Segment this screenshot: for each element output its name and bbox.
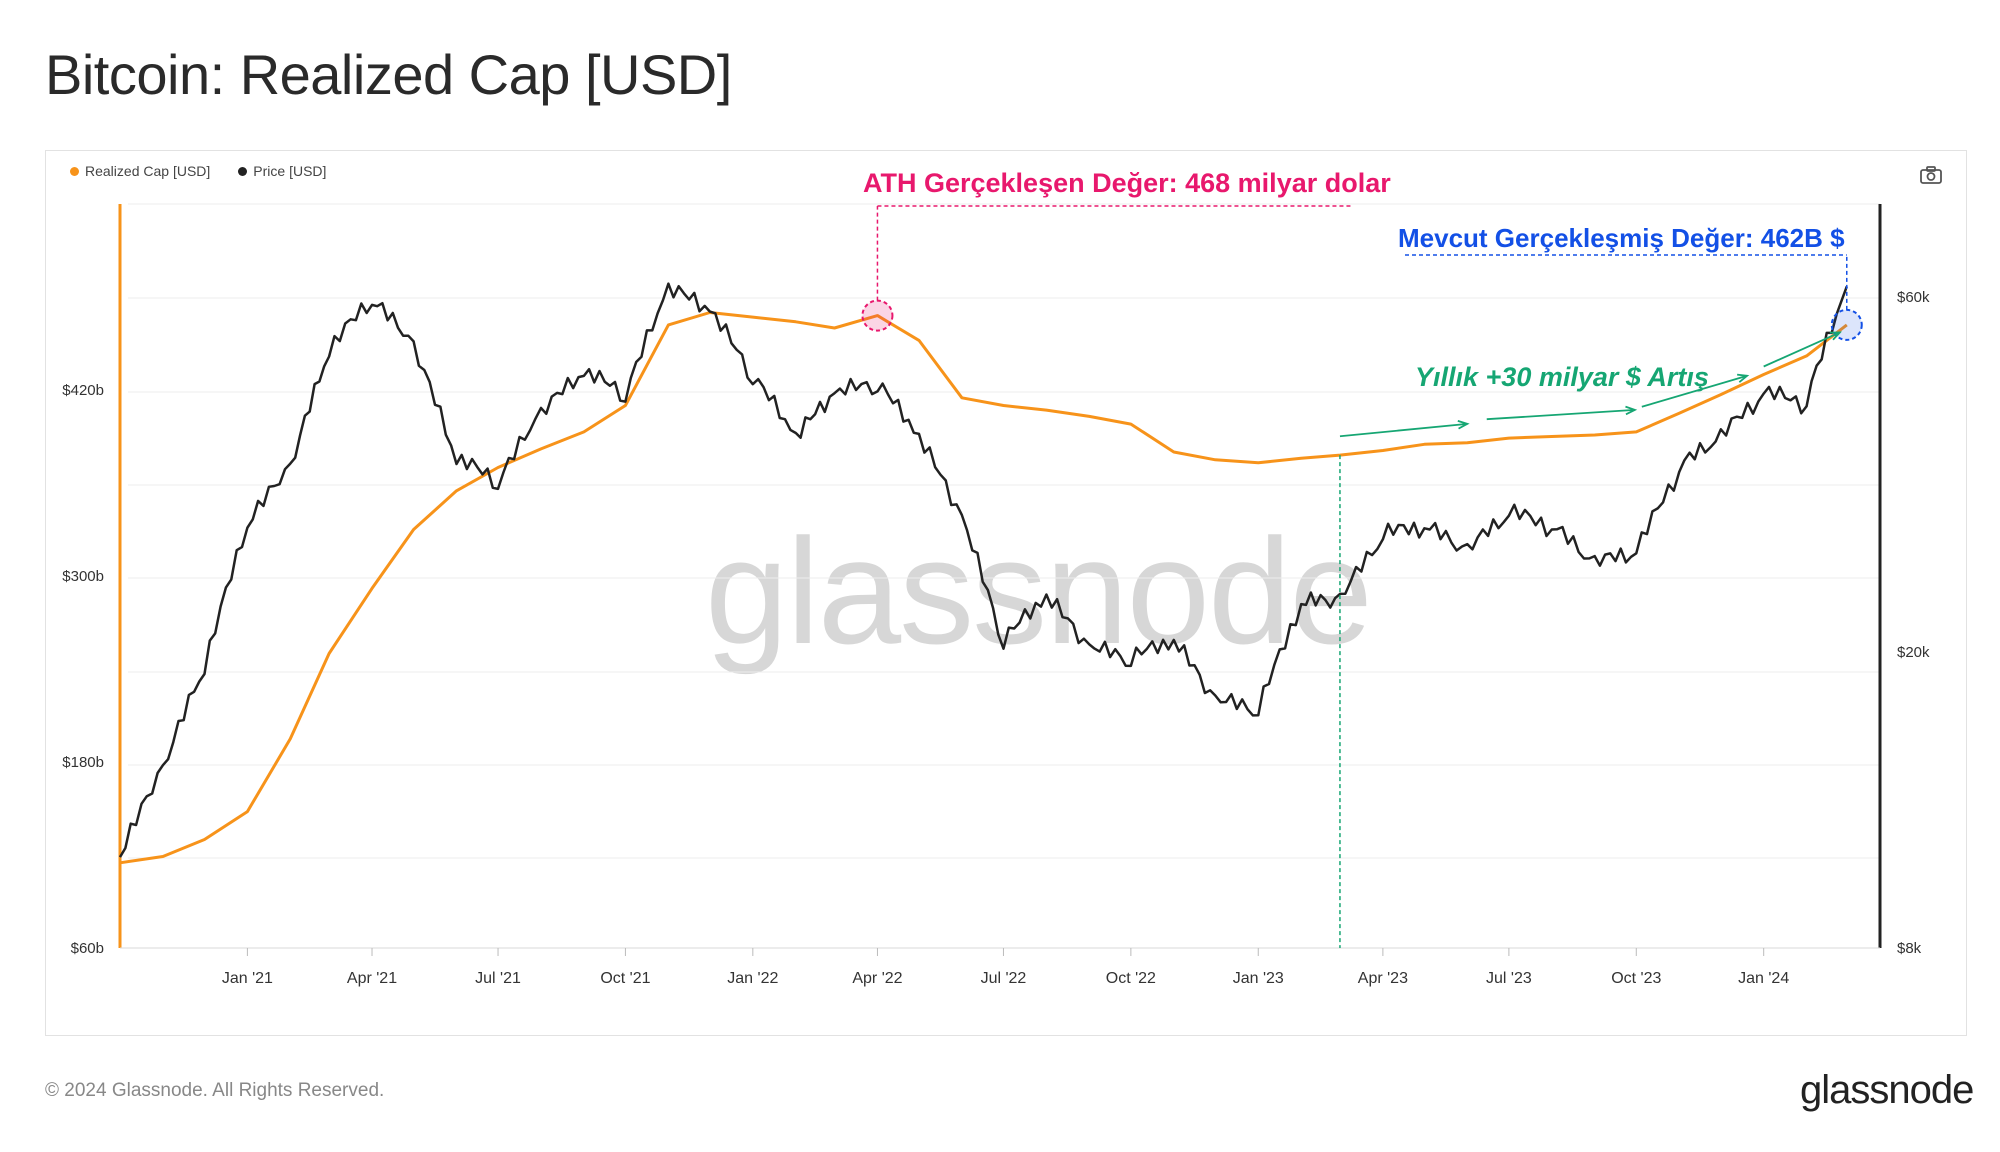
growth-arrowhead xyxy=(1737,373,1750,383)
legend: Realized Cap [USD] Price [USD] xyxy=(70,163,326,179)
x-tick-label: Jan '24 xyxy=(1738,970,1789,987)
growth-arrowhead xyxy=(1829,331,1842,341)
footer-brand-logo: glassnode xyxy=(1800,1068,1974,1112)
annotation-ath: ATH Gerçekleşen Değer: 468 milyar dolar xyxy=(863,168,1391,198)
ath-marker xyxy=(861,299,894,332)
x-tick-label: Oct '22 xyxy=(1106,970,1156,987)
growth-arrow xyxy=(1486,409,1635,421)
x-tick-label: Jul '23 xyxy=(1486,970,1532,987)
left-tick-label: $420b xyxy=(62,382,104,399)
chart-frame xyxy=(45,150,1967,1036)
growth-arrow xyxy=(1339,422,1468,438)
growth-arrow xyxy=(1763,331,1841,368)
x-tick-label: Oct '21 xyxy=(600,970,650,987)
x-tick-label: Apr '23 xyxy=(1358,970,1408,987)
legend-label-price: Price [USD] xyxy=(253,163,327,179)
legend-dot-price xyxy=(238,166,248,176)
page-title: Bitcoin: Realized Cap [USD] xyxy=(45,43,732,106)
right-tick-label: $20k xyxy=(1897,644,1930,661)
x-tick-label: Jan '23 xyxy=(1233,970,1284,987)
legend-item-realized-cap[interactable]: Realized Cap [USD] xyxy=(70,163,210,179)
camera-icon[interactable] xyxy=(1920,166,1942,184)
series-line-realized-cap xyxy=(119,311,1848,865)
series-line-price xyxy=(118,282,1848,858)
left-tick-label: $60b xyxy=(71,940,104,957)
right-tick-label: $60k xyxy=(1897,289,1930,306)
legend-label-realized-cap: Realized Cap [USD] xyxy=(85,163,211,179)
x-tick-label: Jan '21 xyxy=(222,970,273,987)
x-tick-label: Jul '22 xyxy=(981,970,1027,987)
x-tick-label: Apr '22 xyxy=(852,970,902,987)
growth-arrowhead xyxy=(1625,405,1638,416)
x-tick-label: Jan '22 xyxy=(727,970,778,987)
left-tick-label: $300b xyxy=(62,568,104,585)
growth-arrow xyxy=(1641,374,1748,408)
x-tick-label: Oct '23 xyxy=(1611,970,1661,987)
x-tick-label: Jul '21 xyxy=(475,970,521,987)
annotation-current: Mevcut Gerçekleşmiş Değer: 462B $ xyxy=(1398,223,1845,253)
watermark: glassnode xyxy=(705,507,1373,675)
footer-copyright: © 2024 Glassnode. All Rights Reserved. xyxy=(45,1080,385,1101)
legend-dot-realized-cap xyxy=(70,166,79,176)
legend-item-price[interactable]: Price [USD] xyxy=(238,163,326,179)
annotation-growth: Yıllık +30 milyar $ Artış xyxy=(1415,362,1709,392)
growth-arrowhead xyxy=(1457,420,1470,430)
x-tick-label: Apr '21 xyxy=(347,970,397,987)
right-tick-label: $8k xyxy=(1897,940,1922,957)
left-tick-label: $180b xyxy=(62,754,104,771)
